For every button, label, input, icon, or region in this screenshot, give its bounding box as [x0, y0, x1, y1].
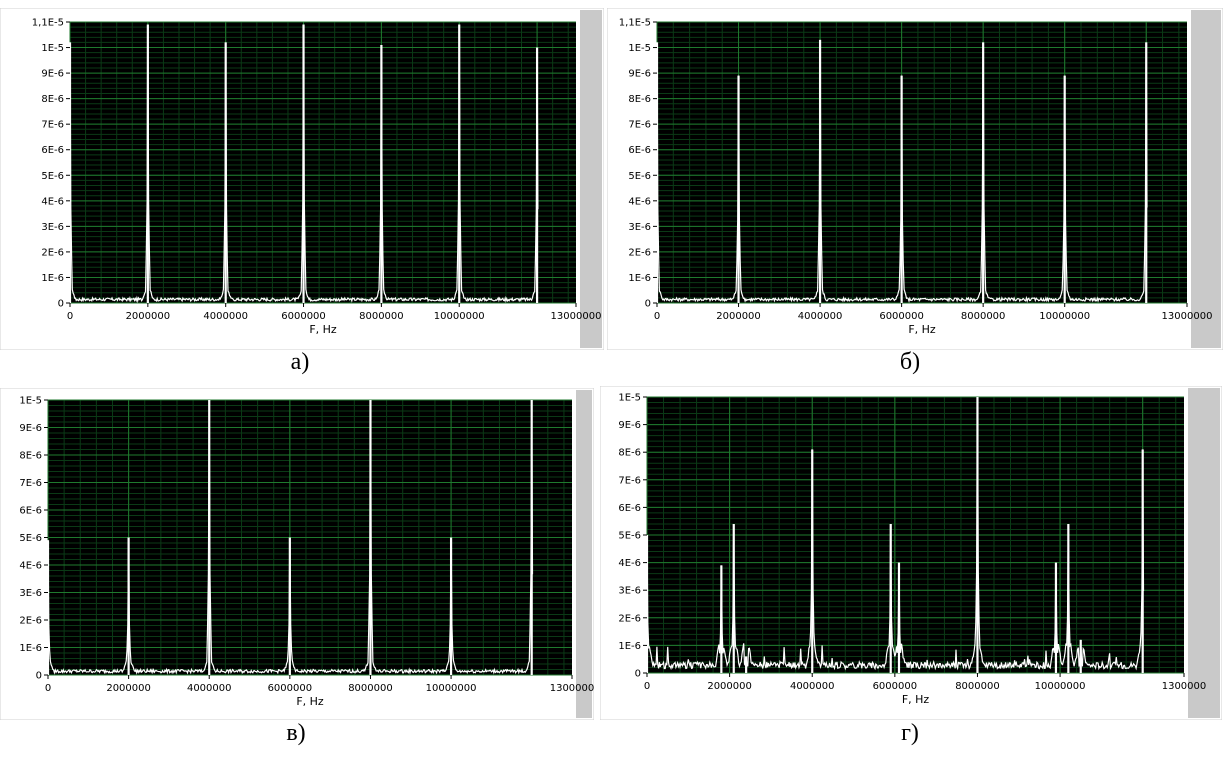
chart-b-svg: 0 1E-6 2E-6 3E-6 4E-6 5E-6 6E-6 7E-6 8E-6 9E-6 1E-…: [607, 8, 1223, 350]
plot-area: [70, 22, 576, 303]
x-tick-label: 0: [45, 683, 51, 694]
caption-d: г): [901, 720, 919, 746]
x-tick-label: 8000000: [348, 683, 393, 694]
y-tick-label: 9E-6: [41, 69, 64, 80]
chart-c-svg: 0 1E-6 2E-6 3E-6 4E-6 5E-6 6E-6 7E-6 8E-6 9E-6 1E-…: [0, 388, 594, 720]
y-tick-label: 6E-6: [618, 503, 641, 514]
y-tick-label: 1,1E-5: [619, 18, 651, 29]
x-tick-label: 1300000: [550, 683, 594, 694]
caption-c: в): [286, 720, 306, 746]
x-axis-label: F, Hz: [296, 695, 324, 708]
y-tick-label: 1E-6: [618, 641, 641, 652]
x-tick-label: 4000000: [790, 681, 835, 692]
x-axis-label: F, Hz: [309, 323, 337, 336]
y-tick-label: 9E-6: [19, 423, 42, 434]
x-tick-label: 2000000: [716, 311, 761, 322]
x-tick-label: 4000000: [187, 683, 232, 694]
spectrum-chart-c: 0 1E-6 2E-6 3E-6 4E-6 5E-6 6E-6 7E-6 8E-6 9E-6 1E-…: [0, 388, 594, 720]
y-tick-label: 3E-6: [19, 588, 42, 599]
y-tick-label: 9E-6: [618, 420, 641, 431]
x-tick-label: 10000000: [426, 683, 477, 694]
y-tick-label: 1E-5: [41, 43, 64, 54]
y-tick-label: 7E-6: [19, 478, 42, 489]
y-tick-label: 1E-5: [618, 393, 641, 404]
x-tick-label: 6000000: [268, 683, 313, 694]
x-tick-label: 0: [644, 681, 650, 692]
caption-a: а): [290, 349, 310, 375]
x-axis-label: F, Hz: [902, 693, 930, 706]
y-tick-label: 2E-6: [618, 613, 641, 624]
y-tick-label: 0: [635, 669, 641, 680]
x-tick-label: 10000000: [1039, 311, 1090, 322]
y-tick-label: 1E-6: [628, 273, 651, 284]
x-tick-label: 13000000: [1162, 311, 1213, 322]
chart-side-strip: [1188, 388, 1220, 718]
y-tick-label: 8E-6: [618, 448, 641, 459]
y-tick-label: 1E-6: [19, 643, 42, 654]
x-tick-label: 8000000: [961, 311, 1006, 322]
y-tick-label: 4E-6: [618, 558, 641, 569]
x-tick-label: 13000000: [551, 311, 602, 322]
y-tick-label: 5E-6: [618, 531, 641, 542]
chart-side-strip: [576, 390, 592, 718]
y-tick-label: 8E-6: [628, 94, 651, 105]
x-tick-label: 2000000: [126, 311, 171, 322]
x-tick-label: 4000000: [203, 311, 248, 322]
x-tick-label: 10000000: [434, 311, 485, 322]
x-tick-label: 10000000: [1035, 681, 1086, 692]
x-tick-label: 6000000: [873, 681, 918, 692]
x-tick-label: 0: [67, 311, 73, 322]
y-tick-label: 4E-6: [628, 196, 651, 207]
chart-side-strip: [580, 10, 602, 348]
y-tick-label: 1E-6: [41, 273, 64, 284]
y-tick-label: 8E-6: [19, 451, 42, 462]
y-tick-label: 0: [645, 299, 651, 310]
y-tick-label: 6E-6: [19, 506, 42, 517]
x-axis-label: F, Hz: [908, 323, 936, 336]
y-tick-label: 6E-6: [628, 145, 651, 156]
y-tick-label: 1E-5: [628, 43, 651, 54]
y-tick-label: 5E-6: [628, 171, 651, 182]
y-tick-label: 3E-6: [628, 222, 651, 233]
x-tick-label: 8000000: [359, 311, 404, 322]
spectrum-chart-a: 0 1E-6 2E-6 3E-6 4E-6 5E-6 6E-6 7E-6 8E-6 9E-6 1E-…: [0, 8, 604, 350]
y-tick-label: 7E-6: [628, 120, 651, 131]
y-tick-label: 3E-6: [618, 586, 641, 597]
x-tick-label: 6000000: [281, 311, 326, 322]
y-tick-label: 7E-6: [41, 120, 64, 131]
chart-a-svg: 0 1E-6 2E-6 3E-6 4E-6 5E-6 6E-6 7E-6 8E-6 9E-6 1E-…: [0, 8, 604, 350]
x-tick-label: 2000000: [707, 681, 752, 692]
spectrum-trace: [646, 396, 1145, 671]
y-tick-label: 6E-6: [41, 145, 64, 156]
y-tick-label: 4E-6: [19, 561, 42, 572]
y-tick-label: 5E-6: [41, 171, 64, 182]
spectrum-chart-d: 0 1E-6 2E-6 3E-6 4E-6 5E-6 6E-6 7E-6 8E-6 9E-6 1E-…: [600, 386, 1222, 720]
spectrum-chart-b: 0 1E-6 2E-6 3E-6 4E-6 5E-6 6E-6 7E-6 8E-6 9E-6 1E-…: [607, 8, 1223, 350]
y-tick-label: 3E-6: [41, 222, 64, 233]
x-tick-label: 8000000: [955, 681, 1000, 692]
y-tick-label: 9E-6: [628, 69, 651, 80]
y-tick-label: 0: [36, 671, 42, 682]
y-tick-label: 1,1E-5: [32, 18, 64, 29]
y-tick-label: 2E-6: [628, 247, 651, 258]
y-tick-label: 0: [58, 299, 64, 310]
y-tick-label: 2E-6: [19, 616, 42, 627]
y-tick-label: 5E-6: [19, 533, 42, 544]
y-tick-label: 2E-6: [41, 247, 64, 258]
x-tick-label: 6000000: [879, 311, 924, 322]
x-tick-label: 1300000: [1162, 681, 1207, 692]
y-tick-label: 1E-5: [19, 396, 42, 407]
x-tick-label: 4000000: [798, 311, 843, 322]
caption-b: б): [899, 349, 921, 375]
plot-area: [657, 22, 1187, 303]
chart-d-svg: 0 1E-6 2E-6 3E-6 4E-6 5E-6 6E-6 7E-6 8E-6 9E-6 1E-…: [600, 386, 1222, 720]
y-tick-label: 7E-6: [618, 475, 641, 486]
y-tick-label: 8E-6: [41, 94, 64, 105]
y-tick-label: 4E-6: [41, 196, 64, 207]
x-tick-label: 2000000: [106, 683, 151, 694]
x-tick-label: 0: [654, 311, 660, 322]
chart-side-strip: [1191, 10, 1221, 348]
